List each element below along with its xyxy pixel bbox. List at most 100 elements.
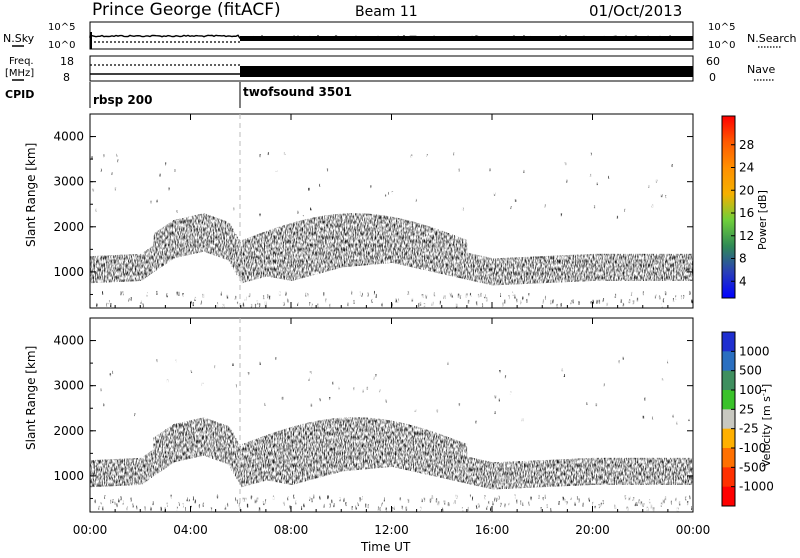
echo-core (111, 265, 113, 277)
echo-clutter (182, 293, 184, 298)
echo-column (121, 458, 124, 486)
echo-core (135, 264, 138, 276)
echo-edge (359, 213, 362, 266)
echo-core (388, 246, 391, 258)
echo-scatter (259, 154, 261, 158)
echo-core (513, 267, 516, 279)
echo-core (608, 263, 611, 276)
echo-edge (439, 230, 442, 274)
echo-clutter (502, 302, 504, 307)
y-tick-label: 1000 (53, 265, 84, 279)
echo-core (489, 267, 492, 280)
echo-clutter (339, 497, 341, 502)
echo-scatter (92, 188, 95, 192)
echo-core (486, 267, 489, 279)
echo-core (198, 235, 201, 247)
date-label: 01/Oct/2013 (589, 2, 682, 20)
echo-clutter (469, 292, 472, 297)
echo-scatter (90, 156, 93, 160)
echo-core (368, 247, 371, 260)
echo-clutter (514, 494, 516, 499)
echo-column (469, 457, 472, 485)
echo-column (284, 428, 287, 484)
echo-edge (326, 215, 329, 272)
echo-core (385, 246, 388, 258)
echo-column (178, 422, 181, 462)
echo-edge (397, 218, 400, 265)
echo-column (373, 418, 376, 469)
echo-column (625, 457, 627, 485)
nsky-trace (89, 32, 693, 49)
echo-core (637, 263, 640, 276)
echo-scatter (309, 371, 312, 375)
echo-core (549, 265, 552, 277)
echo-edge (310, 218, 312, 276)
echo-edge (288, 223, 291, 281)
echo-clutter (268, 295, 271, 300)
echo-column (320, 420, 323, 477)
echo-edge (177, 219, 180, 258)
echo-edge (174, 219, 177, 259)
echo-core (359, 248, 362, 260)
echo-column (183, 421, 186, 461)
x-tick-label: 04:00 (173, 523, 208, 537)
echo-core (340, 250, 343, 262)
echo-clutter (479, 292, 482, 297)
echo-clutter (570, 496, 572, 501)
echo-column (436, 433, 439, 478)
echo-clutter (194, 296, 197, 301)
echo-scatter (385, 399, 388, 403)
echo-core (171, 242, 174, 254)
echo-core (102, 265, 104, 277)
echo-core (453, 259, 456, 271)
echo-column (130, 458, 133, 486)
echo-core (201, 234, 204, 247)
echo-edge (224, 220, 226, 260)
echo-core (601, 263, 603, 276)
echo-column (637, 457, 640, 485)
echo-edge (463, 239, 466, 280)
echo-clutter (166, 502, 168, 507)
echo-clutter (122, 500, 124, 505)
echo-edge (314, 217, 317, 275)
echo-clutter (224, 505, 227, 510)
echo-core (343, 250, 346, 262)
echo-edge (178, 218, 181, 258)
echo-clutter (126, 506, 128, 511)
echo-column (548, 459, 551, 487)
echo-column (396, 421, 398, 468)
echo-clutter (678, 501, 681, 506)
echo-scatter (510, 206, 512, 210)
echo-edge (255, 234, 258, 280)
echo-column (162, 431, 165, 470)
echo-clutter (226, 502, 229, 507)
echo-core (588, 263, 591, 276)
echo-core (293, 263, 296, 275)
echo-clutter (600, 502, 603, 507)
echo-edge (246, 238, 249, 282)
echo-edge (317, 216, 320, 274)
echo-core (341, 250, 344, 262)
echo-edge (346, 213, 349, 267)
echo-column (96, 459, 98, 487)
echo-core (451, 259, 454, 271)
echo-column (270, 433, 273, 482)
echo-edge (414, 222, 416, 268)
echo-clutter (477, 293, 480, 298)
echo-clutter (200, 300, 203, 305)
echo-column (331, 418, 334, 475)
velocity-colorbar-block (722, 448, 735, 468)
echo-edge (370, 213, 373, 265)
echo-column (267, 434, 270, 481)
echo-core (579, 264, 582, 276)
echo-column (127, 458, 130, 486)
echo-core (436, 255, 439, 268)
echo-column (412, 425, 415, 472)
echo-scatter (458, 403, 461, 407)
echo-column (610, 457, 612, 485)
echo-column (487, 461, 490, 489)
echo-edge (361, 213, 364, 266)
power-colorbar-tick-label: 20 (739, 183, 754, 197)
echo-core (652, 263, 655, 276)
echo-core (585, 264, 588, 276)
